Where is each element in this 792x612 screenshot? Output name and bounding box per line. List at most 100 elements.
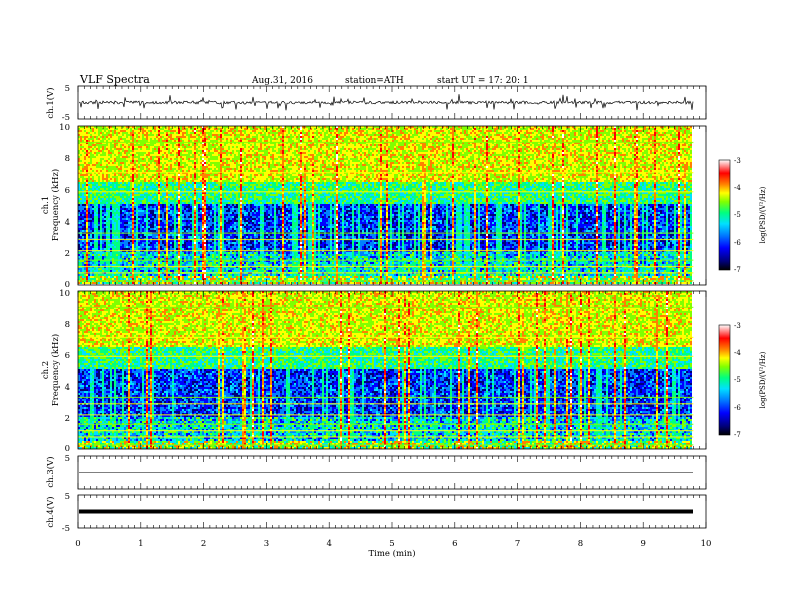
- spec1-cell: [156, 148, 158, 150]
- spec1-cell: [170, 220, 172, 222]
- spec1-cell: [190, 164, 192, 166]
- spec1-cell: [110, 134, 112, 136]
- spec1-cell: [186, 130, 188, 132]
- spec1-cell: [100, 162, 102, 164]
- spec1-cell: [96, 150, 98, 152]
- spec1-cell: [116, 188, 118, 190]
- spec1-cell: [130, 150, 132, 152]
- spec1-cell: [108, 244, 110, 246]
- spec1-cell: [190, 210, 192, 212]
- spec1-cell: [172, 230, 174, 232]
- spec1-cell: [200, 146, 202, 148]
- spec1-cell: [136, 240, 138, 242]
- spec1-cell: [184, 170, 186, 172]
- spec1-cell: [116, 170, 118, 172]
- spec1-cell: [158, 154, 160, 156]
- spec1-cell: [182, 160, 184, 162]
- spec1-cell: [122, 150, 124, 152]
- spec1-cell: [138, 166, 140, 168]
- spec1-cell: [172, 242, 174, 244]
- spec1-cell: [178, 144, 180, 146]
- spec1-cell: [116, 242, 118, 244]
- spec1-cell: [84, 218, 86, 220]
- spec1-cell: [106, 152, 108, 154]
- spec1-cell: [166, 168, 168, 170]
- spec1-cell: [114, 156, 116, 158]
- spec1-cell: [88, 218, 90, 220]
- spec1-cell: [108, 174, 110, 176]
- spec1-cell: [82, 274, 84, 276]
- spec1-cell: [188, 146, 190, 148]
- spec1-cell: [148, 196, 150, 198]
- spec1-cell: [144, 176, 146, 178]
- spec1-cell: [124, 138, 126, 140]
- spec1-cell: [108, 194, 110, 196]
- spec1-cell: [170, 150, 172, 152]
- spec1-cell: [172, 140, 174, 142]
- spec1-cell: [92, 246, 94, 248]
- spec1-cell: [148, 214, 150, 216]
- spec1-cell: [174, 176, 176, 178]
- spec1-cell: [180, 128, 182, 130]
- spec1-cell: [154, 200, 156, 202]
- spec1-cell: [192, 216, 194, 218]
- spec1-cell: [134, 212, 136, 214]
- spec1-cell: [94, 212, 96, 214]
- spec1-cell: [134, 196, 136, 198]
- spec1-cell: [124, 200, 126, 202]
- spec1-cell: [100, 204, 102, 206]
- spec1-cell: [124, 256, 126, 258]
- spec1-cell: [162, 132, 164, 134]
- spec1-cell: [148, 222, 150, 224]
- spec1-cell: [164, 204, 166, 206]
- spec1-cell: [130, 234, 132, 236]
- spec1-cell: [170, 234, 172, 236]
- spec1-cell: [132, 220, 134, 222]
- spec1-cell: [200, 274, 202, 276]
- spec1-cell: [90, 248, 92, 250]
- spec1-cell: [102, 270, 104, 272]
- spec1-cell: [182, 162, 184, 164]
- spec1-cell: [100, 170, 102, 172]
- spec1-cell: [180, 228, 182, 230]
- spec1-cell: [194, 222, 196, 224]
- spec1-cell: [88, 270, 90, 272]
- spec1-cell: [134, 264, 136, 266]
- spec1-cell: [98, 264, 100, 266]
- spec1-cell: [152, 264, 154, 266]
- spec1-cell: [188, 202, 190, 204]
- spec1-cell: [80, 182, 82, 184]
- spec1-cell: [96, 234, 98, 236]
- spec1-cell: [92, 274, 94, 276]
- spec1-cell: [188, 216, 190, 218]
- spec1-cell: [118, 202, 120, 204]
- spec1-cell: [184, 242, 186, 244]
- spec1-cell: [202, 158, 204, 160]
- spec1-cell: [90, 256, 92, 258]
- spec1-cell: [110, 240, 112, 242]
- spec1-cell: [190, 174, 192, 176]
- spec1-cell: [138, 168, 140, 170]
- spec1-cell: [166, 148, 168, 150]
- spec1-cell: [92, 200, 94, 202]
- spec1-cell: [102, 212, 104, 214]
- spec1-cell: [172, 186, 174, 188]
- spec1-cell: [182, 230, 184, 232]
- spec1-cell: [142, 204, 144, 206]
- spec1-cell: [130, 152, 132, 154]
- spec1-cell: [160, 130, 162, 132]
- spec1-cell: [200, 188, 202, 190]
- spec1-cell: [188, 158, 190, 160]
- spec1-cell: [150, 196, 152, 198]
- spec1-cell: [186, 240, 188, 242]
- spec1-cell: [152, 184, 154, 186]
- spec1-cell: [138, 154, 140, 156]
- spec1-cell: [142, 176, 144, 178]
- spec1-cell: [148, 162, 150, 164]
- spec1-cell: [202, 166, 204, 168]
- spec1-cell: [188, 144, 190, 146]
- spec1-cell: [82, 196, 84, 198]
- spec1-cell: [132, 204, 134, 206]
- spec1-cell: [146, 198, 148, 200]
- spec1-cell: [164, 176, 166, 178]
